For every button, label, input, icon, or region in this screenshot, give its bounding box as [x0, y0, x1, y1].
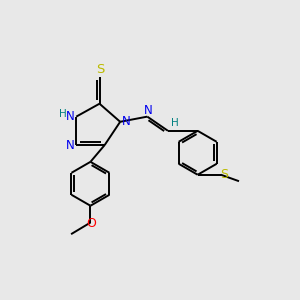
Text: N: N [143, 104, 152, 117]
Text: H: H [171, 118, 179, 128]
Text: N: N [66, 110, 75, 123]
Text: S: S [220, 168, 228, 181]
Text: N: N [66, 139, 75, 152]
Text: H: H [59, 109, 67, 119]
Text: O: O [86, 217, 96, 230]
Text: N: N [122, 115, 130, 128]
Text: S: S [97, 63, 105, 76]
